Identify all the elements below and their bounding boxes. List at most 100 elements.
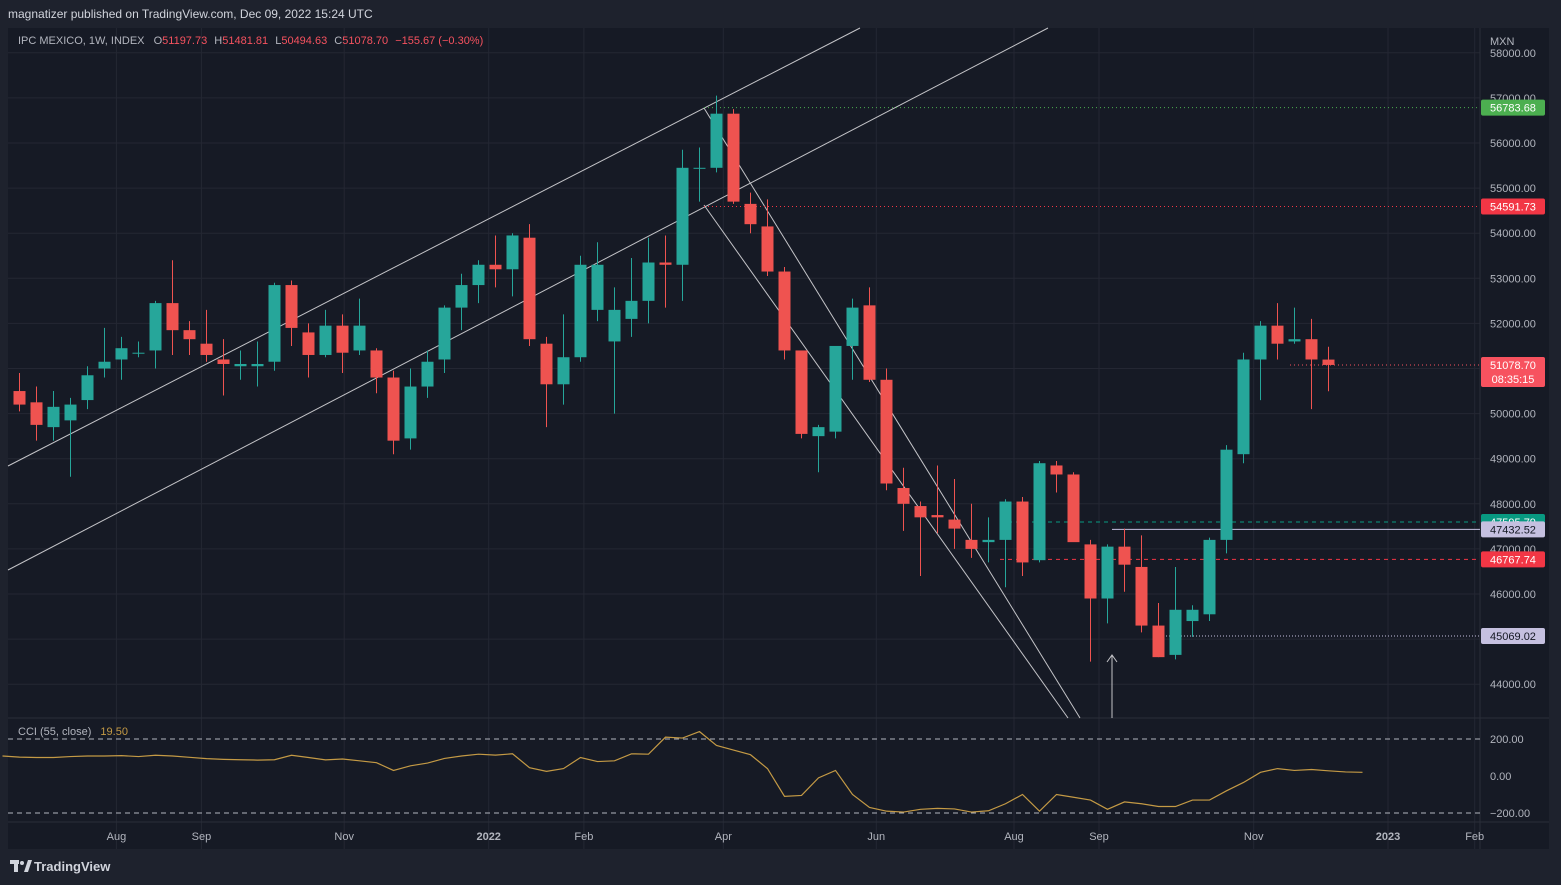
candle-body bbox=[489, 264, 502, 270]
candle-body bbox=[200, 343, 213, 355]
price-tick-label: 44000.00 bbox=[1490, 679, 1536, 691]
candle-body bbox=[472, 264, 485, 286]
price-badge bbox=[1481, 521, 1545, 538]
candle-body bbox=[353, 325, 366, 351]
cci-legend: CCI (55, close) 19.50 bbox=[18, 726, 128, 738]
candle-body bbox=[591, 264, 604, 310]
price-badge bbox=[1481, 627, 1545, 644]
time-tick-label: Nov bbox=[1244, 831, 1264, 843]
candle-body bbox=[1016, 501, 1029, 563]
time-tick-label: Jun bbox=[867, 831, 885, 843]
time-tick-label: Nov bbox=[334, 831, 354, 843]
candle-body bbox=[98, 361, 111, 369]
arrow-head bbox=[1106, 654, 1118, 663]
candle-body bbox=[506, 235, 519, 270]
price-badge-text: 54591.73 bbox=[1490, 202, 1536, 214]
low-value: 50494.63 bbox=[281, 35, 328, 47]
candle-body bbox=[47, 406, 60, 428]
open-value: 51197.73 bbox=[162, 35, 208, 47]
price-tick-label: 50000.00 bbox=[1490, 409, 1536, 421]
candle-body bbox=[132, 352, 145, 354]
candle-body bbox=[30, 402, 43, 425]
candle-body bbox=[217, 359, 230, 364]
candle-body bbox=[234, 363, 247, 367]
price-tick-label: 52000.00 bbox=[1490, 318, 1536, 330]
candle-body bbox=[183, 330, 196, 340]
price-tick-label: 55000.00 bbox=[1490, 183, 1536, 195]
time-tick-label: Sep bbox=[192, 831, 212, 843]
candle-body bbox=[1135, 566, 1148, 626]
candle-body bbox=[659, 262, 672, 265]
candle-body bbox=[1203, 539, 1216, 615]
candle-body bbox=[115, 348, 128, 360]
time-tick-label: Feb bbox=[574, 831, 593, 843]
cci-label[interactable]: CCI (55, close) bbox=[18, 726, 92, 738]
price-badge bbox=[1481, 356, 1545, 387]
cci-series-line bbox=[2, 730, 1363, 813]
price-badge-text: 56783.68 bbox=[1490, 103, 1536, 115]
time-tick-label: 2022 bbox=[476, 831, 500, 843]
currency-label: MXN bbox=[1490, 36, 1515, 48]
low-label: L bbox=[275, 35, 282, 47]
candle-body bbox=[812, 427, 825, 437]
candle-body bbox=[1271, 325, 1284, 344]
candle-body bbox=[319, 325, 332, 355]
candle-body bbox=[438, 307, 451, 360]
candle-body bbox=[404, 386, 417, 439]
tradingview-logo-icon bbox=[10, 860, 32, 872]
candle-body bbox=[455, 285, 468, 308]
candle-body bbox=[1152, 625, 1165, 658]
candle-body bbox=[1186, 609, 1199, 622]
symbol-name[interactable]: IPC MEXICO, 1W, INDEX bbox=[18, 35, 145, 47]
horizontal-levels bbox=[704, 107, 1480, 637]
candle-body bbox=[557, 357, 570, 385]
price-tick-label: 48000.00 bbox=[1490, 499, 1536, 511]
grid-lines bbox=[8, 28, 1549, 849]
time-tick-label: Aug bbox=[107, 831, 127, 843]
price-badge bbox=[1481, 551, 1545, 568]
tradingview-brand: TradingView bbox=[34, 859, 111, 874]
time-axis[interactable]: Aug Sep Nov 2022 Feb Apr Jun Aug Sep Nov 2023 Feb bbox=[107, 831, 1485, 843]
candle-body bbox=[1220, 449, 1233, 540]
candle-body bbox=[863, 305, 876, 380]
candle-body bbox=[81, 375, 94, 401]
cci-pane bbox=[2, 730, 1480, 814]
price-badge-text: 47432.52 bbox=[1490, 524, 1536, 536]
candle-body bbox=[625, 300, 638, 319]
close-label: C bbox=[334, 35, 343, 47]
candle-body bbox=[693, 167, 706, 169]
candle-body bbox=[1067, 474, 1080, 543]
cci-value: 19.50 bbox=[100, 726, 128, 738]
price-tick-label: 53000.00 bbox=[1490, 273, 1536, 285]
time-tick-label: Sep bbox=[1089, 831, 1109, 843]
candle-body bbox=[999, 501, 1012, 540]
price-tick-label: 46000.00 bbox=[1490, 589, 1536, 601]
candle-body bbox=[710, 113, 723, 168]
time-tick-label: 2023 bbox=[1376, 831, 1400, 843]
candle-body bbox=[965, 539, 978, 549]
chart-panel[interactable] bbox=[8, 28, 1549, 849]
candle-body bbox=[1305, 339, 1318, 360]
candle-body bbox=[982, 539, 995, 543]
candle-body bbox=[251, 363, 264, 367]
candle-body bbox=[166, 303, 179, 331]
candle-body bbox=[64, 404, 77, 421]
candle-body bbox=[1084, 544, 1097, 599]
price-tick-label: 56000.00 bbox=[1490, 138, 1536, 150]
candle-body bbox=[1033, 463, 1046, 561]
candle-body bbox=[1050, 465, 1063, 475]
candle-body bbox=[574, 264, 587, 358]
candle-body bbox=[795, 350, 808, 434]
price-axis[interactable]: MXN58000.0057000.0056000.0055000.0054000… bbox=[1490, 36, 1536, 820]
footer-bar: TradingView bbox=[0, 853, 1561, 885]
candle-body bbox=[370, 350, 383, 378]
high-label: H bbox=[214, 35, 223, 47]
candle-body bbox=[727, 113, 740, 202]
candle-body bbox=[914, 506, 927, 518]
price-labels: 56783.6854591.7351078.7008:35:1547595.79… bbox=[1481, 99, 1545, 644]
symbol-legend: IPC MEXICO, 1W, INDEX O51197.73 H51481.8… bbox=[18, 35, 483, 47]
candle-body bbox=[421, 361, 434, 387]
candle-body bbox=[1169, 609, 1182, 655]
candle-body bbox=[540, 343, 553, 385]
